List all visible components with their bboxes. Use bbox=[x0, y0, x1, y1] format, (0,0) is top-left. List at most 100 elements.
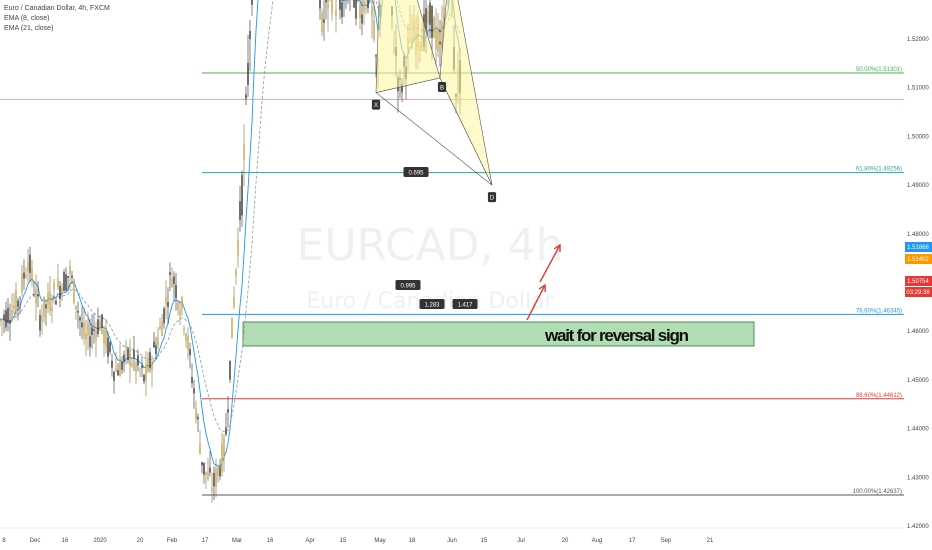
point-b-label-text: B bbox=[440, 85, 444, 91]
candle-body bbox=[199, 443, 201, 454]
pattern-line-xb bbox=[375, 77, 441, 93]
candle-body bbox=[79, 317, 81, 321]
candle-body bbox=[59, 285, 61, 299]
candle-body bbox=[131, 363, 133, 366]
x-tick-label: Dec bbox=[30, 538, 41, 544]
candle-body bbox=[15, 289, 17, 314]
candle-body bbox=[85, 333, 87, 340]
candle-body bbox=[143, 375, 145, 382]
candle-body bbox=[339, 0, 341, 10]
arrow-1-shaft bbox=[526, 284, 546, 321]
reversal-zone-box[interactable] bbox=[242, 321, 755, 347]
candle-body bbox=[239, 201, 241, 221]
price-tags: 1.51868 1.51402 1.50754 03:29:38 bbox=[905, 242, 932, 297]
candle-body bbox=[125, 346, 127, 349]
candle-body bbox=[119, 358, 121, 377]
candle-body bbox=[117, 370, 119, 376]
y-tick-label: 1.45000 bbox=[907, 378, 929, 384]
candle-body bbox=[21, 273, 23, 293]
price-tag-text: 1.50754 bbox=[907, 279, 929, 285]
candle-body bbox=[213, 473, 215, 487]
candle-body bbox=[233, 297, 235, 308]
price-tag-0: 1.51868 bbox=[905, 242, 932, 252]
arrow-1 bbox=[526, 283, 546, 321]
candle-body bbox=[41, 316, 43, 322]
candle-body bbox=[163, 308, 165, 324]
candle-body bbox=[219, 467, 221, 477]
candle-body bbox=[77, 310, 79, 313]
candle-body bbox=[179, 309, 181, 316]
fib-label-5: 88.60%(1.44612) bbox=[856, 393, 902, 399]
candle-body bbox=[93, 329, 95, 331]
ratio-xb-label-text: 0.995 bbox=[400, 284, 416, 290]
candle-body bbox=[335, 9, 337, 17]
candle-body bbox=[225, 427, 227, 435]
point-x-label-text: X bbox=[374, 103, 378, 109]
x-tick-label: Mar bbox=[232, 538, 242, 544]
ratio-bd-label-bg bbox=[452, 299, 478, 309]
candle-body bbox=[69, 265, 71, 275]
x-tick-label: May bbox=[374, 538, 385, 544]
candle-body bbox=[185, 334, 187, 341]
candle-body bbox=[435, 26, 437, 50]
candle-body bbox=[209, 467, 211, 473]
symbol-title: Euro / Canadian Dollar, 4h, FXCM bbox=[4, 5, 110, 12]
candle-body bbox=[353, 0, 355, 8]
candle-body bbox=[175, 284, 177, 299]
candle-body bbox=[161, 321, 163, 337]
y-tick-label: 1.44000 bbox=[907, 427, 929, 433]
candle-body bbox=[5, 310, 7, 328]
candle-body bbox=[55, 300, 57, 305]
candle-body bbox=[197, 416, 199, 420]
candle-body bbox=[195, 408, 197, 420]
candle-body bbox=[29, 254, 31, 274]
price-tag-text: 03:29:38 bbox=[906, 290, 930, 296]
x-tick-label: 15 bbox=[481, 538, 488, 544]
candle-body bbox=[177, 302, 179, 310]
candle-body bbox=[49, 291, 51, 312]
ema-lines bbox=[0, 0, 461, 469]
ema-8-line bbox=[0, 0, 461, 469]
candle-body bbox=[355, 0, 357, 19]
candle-body bbox=[109, 342, 111, 352]
x-tick-label: Feb bbox=[167, 538, 178, 544]
price-tag-bg bbox=[905, 287, 932, 297]
point-x-label-bg bbox=[371, 99, 381, 110]
candle-body bbox=[11, 310, 13, 320]
candle-body bbox=[159, 326, 161, 329]
x-tick-label: 16 bbox=[267, 538, 274, 544]
price-axis[interactable]: 1.420001.430001.440001.450001.460001.470… bbox=[907, 0, 929, 530]
x-tick-label: 20 bbox=[562, 538, 569, 544]
candle-body bbox=[201, 462, 203, 466]
candle-body bbox=[371, 5, 373, 16]
price-tag-bg bbox=[905, 276, 932, 286]
candle-body bbox=[13, 304, 15, 309]
candle-body bbox=[249, 30, 251, 40]
candle-body bbox=[165, 296, 167, 304]
ratio-ac-label-text: 0.695 bbox=[408, 171, 424, 177]
candle-body bbox=[27, 260, 29, 272]
candle-body bbox=[147, 359, 149, 372]
candle-body bbox=[439, 41, 441, 45]
time-axis[interactable]: 8 Dec 16 2020 20 Feb 17 Mar 16 Apr 15 May 18 Jun 15 Jul… bbox=[0, 527, 904, 544]
candle-body bbox=[155, 345, 157, 355]
candle-body bbox=[245, 94, 247, 99]
candle-body bbox=[141, 365, 143, 368]
candle-body bbox=[341, 2, 343, 18]
y-tick-label: 1.49000 bbox=[907, 183, 929, 189]
fib-label-2: 50.00%(1.51301) bbox=[856, 67, 902, 73]
candle-body bbox=[157, 337, 159, 346]
candle-body bbox=[139, 369, 141, 371]
projection-arrows[interactable] bbox=[526, 243, 561, 321]
x-tick-label: Jun bbox=[447, 538, 457, 544]
ratio-xb-label: 0.995 bbox=[395, 280, 421, 290]
candle-body bbox=[97, 319, 99, 335]
candle-body bbox=[205, 471, 207, 476]
candle-body bbox=[19, 297, 21, 299]
fib-label-4: 78.60%(1.46345) bbox=[856, 308, 902, 314]
candle-body bbox=[331, 0, 333, 13]
candle-body bbox=[23, 272, 25, 279]
arrow-2-head bbox=[553, 243, 561, 253]
